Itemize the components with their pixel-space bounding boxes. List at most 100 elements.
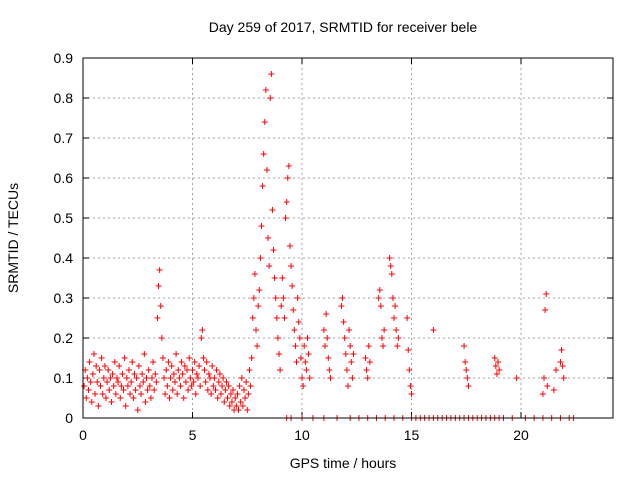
data-point — [223, 379, 230, 385]
data-point — [281, 315, 288, 321]
data-point — [272, 295, 279, 301]
data-point — [217, 391, 224, 397]
data-point — [181, 363, 188, 369]
data-point — [159, 355, 166, 361]
data-point — [237, 399, 244, 405]
data-point — [167, 375, 174, 381]
data-point — [221, 399, 228, 405]
data-point — [83, 395, 90, 401]
data-point — [493, 371, 500, 377]
data-point — [269, 207, 276, 213]
data-point — [134, 407, 141, 413]
data-point — [341, 335, 348, 341]
data-point — [293, 359, 300, 365]
data-point — [320, 327, 327, 333]
data-point — [299, 375, 306, 381]
data-point — [199, 327, 206, 333]
data-point — [115, 379, 122, 385]
data-point — [224, 395, 231, 401]
data-point — [235, 407, 242, 413]
data-point — [186, 355, 193, 361]
data-point — [130, 395, 137, 401]
x-tick-label: 20 — [513, 427, 529, 443]
data-point — [96, 367, 103, 373]
data-point — [239, 403, 246, 409]
data-point — [222, 387, 229, 393]
data-point — [550, 387, 557, 393]
data-point — [300, 383, 307, 389]
data-point — [139, 371, 146, 377]
data-point — [225, 383, 232, 389]
data-point — [94, 379, 101, 385]
data-point — [302, 359, 309, 365]
data-point — [192, 391, 199, 397]
data-point — [148, 375, 155, 381]
data-point — [113, 375, 120, 381]
data-point — [200, 355, 207, 361]
data-point — [394, 343, 401, 349]
data-point — [285, 163, 292, 169]
data-point — [100, 375, 107, 381]
y-axis-ticks: 0 0.1 0.2 0.3 0.4 0.5 0.6 0.7 0.8 0.9 — [54, 50, 613, 426]
data-point — [178, 359, 185, 365]
data-point — [558, 347, 565, 353]
data-point — [168, 363, 175, 369]
data-point — [256, 287, 263, 293]
data-point — [346, 327, 353, 333]
data-point — [211, 375, 218, 381]
data-point — [99, 391, 106, 397]
data-point — [408, 391, 415, 397]
data-point — [111, 359, 118, 365]
data-point — [279, 275, 286, 281]
data-point — [169, 387, 176, 393]
data-point — [136, 383, 143, 389]
data-point — [97, 383, 104, 389]
data-point — [306, 375, 313, 381]
data-point — [366, 359, 373, 365]
data-point — [296, 335, 303, 341]
data-point — [190, 379, 197, 385]
data-point — [284, 175, 291, 181]
data-point — [204, 387, 211, 393]
data-point — [559, 363, 566, 369]
data-point — [407, 383, 414, 389]
x-axis-ticks: 0 5 10 15 20 — [79, 58, 529, 443]
data-point — [84, 375, 91, 381]
data-point — [213, 367, 220, 373]
data-point — [234, 391, 241, 397]
data-point — [254, 343, 261, 349]
data-point — [145, 367, 152, 373]
data-point — [203, 359, 210, 365]
data-point — [255, 303, 262, 309]
data-point — [365, 343, 372, 349]
x-tick-label: 5 — [189, 427, 197, 443]
data-point — [543, 291, 550, 297]
data-point — [326, 367, 333, 373]
data-point — [553, 367, 560, 373]
data-point — [117, 395, 124, 401]
data-point — [362, 355, 369, 361]
data-point — [109, 371, 116, 377]
data-point — [118, 383, 125, 389]
data-point — [292, 343, 299, 349]
data-points — [81, 71, 577, 421]
data-point — [404, 315, 411, 321]
data-point — [141, 351, 148, 357]
data-point — [86, 359, 93, 365]
data-point — [253, 327, 260, 333]
data-point — [276, 351, 283, 357]
data-point — [209, 363, 216, 369]
data-point — [138, 391, 145, 397]
data-point — [153, 379, 160, 385]
data-point — [262, 87, 269, 93]
data-point — [257, 255, 264, 261]
y-axis-label: SRMTID / TECUs — [5, 183, 21, 293]
y-tick-label: 0.1 — [54, 370, 74, 386]
data-point — [202, 379, 209, 385]
data-point — [156, 267, 163, 273]
data-point — [232, 395, 239, 401]
data-point — [245, 391, 252, 397]
x-axis-label: GPS time / hours — [290, 455, 397, 471]
data-point — [406, 367, 413, 373]
data-point — [215, 379, 222, 385]
